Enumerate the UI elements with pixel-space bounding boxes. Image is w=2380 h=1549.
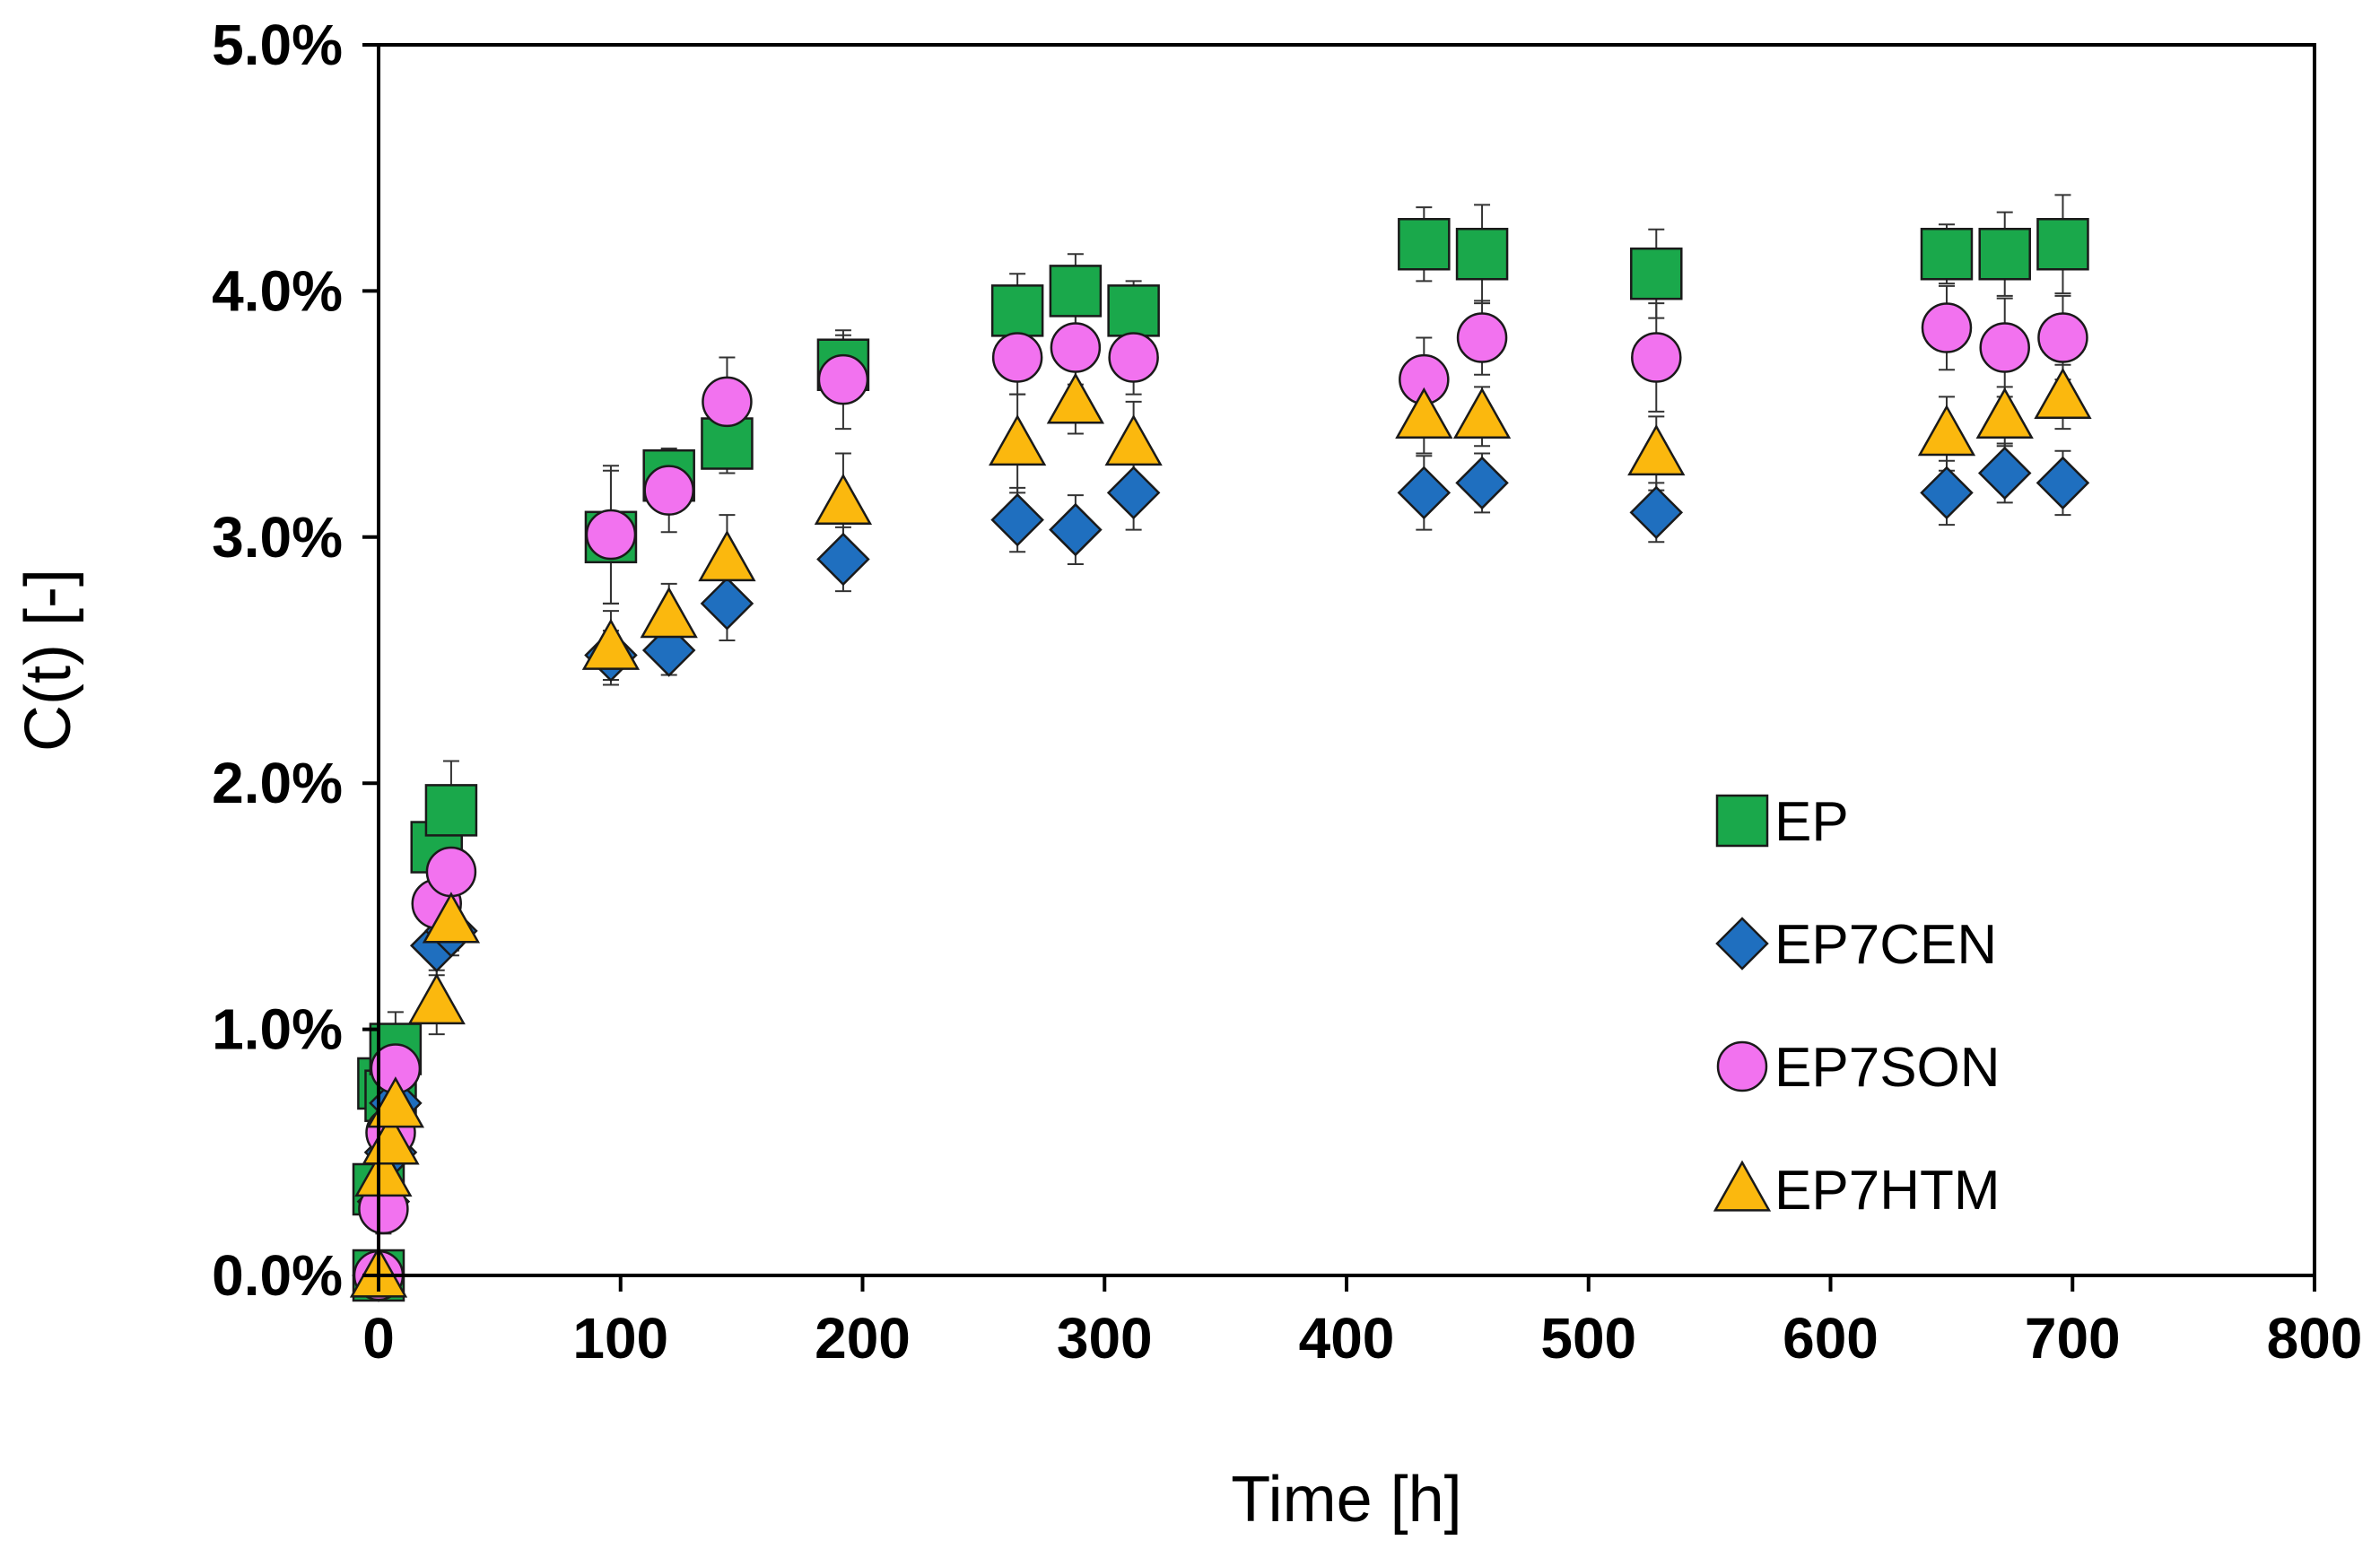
y-tick-label: 5.0%: [212, 13, 343, 77]
ep-point: [2036, 218, 2089, 271]
ep7htm-point: [1975, 387, 2034, 439]
legend-swatch-ep7htm: [1713, 1160, 1772, 1212]
ep7son-point: [702, 376, 753, 428]
ep7son-point: [1050, 322, 1102, 373]
legend-label-ep7htm: EP7HTM: [1774, 1160, 2000, 1222]
legend-swatch-ep7cen: [1715, 917, 1769, 970]
y-tick-label: 1.0%: [212, 997, 343, 1062]
ep7cen-point: [990, 492, 1044, 547]
ep7cen-point: [1629, 485, 1684, 540]
ep7cen-point: [1455, 456, 1509, 510]
x-tick-label: 600: [1783, 1306, 1879, 1371]
ep7cen-point: [1397, 466, 1452, 520]
ep7htm-point: [422, 892, 481, 944]
ep7htm-point: [1395, 387, 1453, 439]
y-tick-label: 4.0%: [212, 258, 343, 323]
x-tick-label: 700: [2025, 1306, 2121, 1371]
y-tick-label: 0.0%: [212, 1243, 343, 1308]
ep7htm-point: [581, 618, 641, 670]
ep7htm-point: [640, 587, 698, 639]
x-tick-label: 200: [815, 1306, 911, 1371]
ep7son-point: [1979, 322, 2030, 373]
ep7son-point: [1921, 302, 1973, 353]
ep7cen-point: [1920, 466, 1974, 520]
legend-item-ep7htm: EP7HTM: [1713, 1160, 2000, 1222]
x-axis-tick-labels: 0 100 200 300 400 500 600 700 800: [362, 1306, 2362, 1371]
ep7son-point: [425, 846, 477, 898]
y-axis-tick-labels: 0.0% 1.0% 2.0% 3.0% 4.0% 5.0%: [212, 13, 343, 1308]
legend-swatch-ep7son: [1716, 1040, 1768, 1092]
ep7htm-point: [1452, 387, 1512, 439]
ep7htm-point: [814, 473, 873, 526]
legend-label-ep7cen: EP7CEN: [1774, 914, 1997, 976]
ep7htm-point: [354, 1144, 413, 1197]
x-axis-title: Time [h]: [1231, 1464, 1461, 1536]
ep7son-point: [1631, 332, 1682, 383]
y-tick-label: 3.0%: [212, 505, 343, 570]
ep-point: [1107, 284, 1160, 337]
ep-point: [424, 784, 478, 837]
ep7htm-point: [1104, 413, 1163, 466]
ep7cen-point: [700, 577, 754, 631]
axis-ticks: [362, 43, 2316, 1292]
ep7son-point: [991, 332, 1043, 383]
ep7son-point: [1108, 332, 1159, 383]
ep-point: [1978, 227, 2031, 281]
ep7son-point: [585, 509, 637, 561]
ep-point: [1455, 227, 1509, 281]
x-tick-label: 0: [362, 1306, 395, 1371]
legend: EP EP7CEN EP7SON EP7HTM: [1713, 791, 2001, 1222]
ep7son-point: [643, 465, 694, 516]
ep7htm-point: [989, 413, 1047, 466]
legend-label-ep7son: EP7SON: [1774, 1037, 2001, 1099]
data-markers: [349, 218, 2092, 1302]
ep7son-point: [2037, 312, 2088, 363]
ep7son-point: [1456, 312, 1508, 363]
ep-point: [990, 284, 1044, 337]
x-tick-label: 300: [1057, 1306, 1153, 1371]
x-tick-label: 400: [1299, 1306, 1395, 1371]
x-tick-label: 500: [1540, 1306, 1636, 1371]
ep-point: [1920, 227, 1974, 281]
ep-point: [1398, 218, 1451, 271]
ep7htm-point: [1917, 404, 1976, 457]
legend-item-ep7son: EP7SON: [1716, 1037, 2001, 1099]
legend-item-ep7cen: EP7CEN: [1715, 914, 1997, 976]
ep7son-point: [817, 353, 869, 405]
ep7htm-point: [1627, 423, 1686, 476]
ep7htm-point: [407, 972, 466, 1025]
ep7cen-point: [2036, 456, 2090, 510]
legend-swatch-ep: [1715, 794, 1769, 848]
ep-point: [1630, 247, 1683, 300]
ep7cen-point: [1977, 446, 2032, 500]
ep7htm-point: [366, 1076, 425, 1128]
legend-item-ep: EP: [1715, 791, 1849, 853]
ep-point: [1049, 265, 1103, 318]
y-tick-label: 2.0%: [212, 751, 343, 815]
x-tick-label: 800: [2267, 1306, 2363, 1371]
ep7htm-point: [1046, 372, 1105, 424]
ep7cen-point: [1106, 466, 1161, 520]
legend-label-ep: EP: [1774, 791, 1849, 853]
ep7htm-point: [2034, 367, 2092, 420]
ep7htm-point: [698, 529, 756, 582]
ep7cen-point: [816, 532, 870, 587]
error-bars: [371, 194, 2071, 1276]
x-tick-label: 100: [572, 1306, 668, 1371]
ep7cen-point: [1049, 502, 1103, 557]
y-axis-title: C(t) [-]: [13, 569, 84, 752]
